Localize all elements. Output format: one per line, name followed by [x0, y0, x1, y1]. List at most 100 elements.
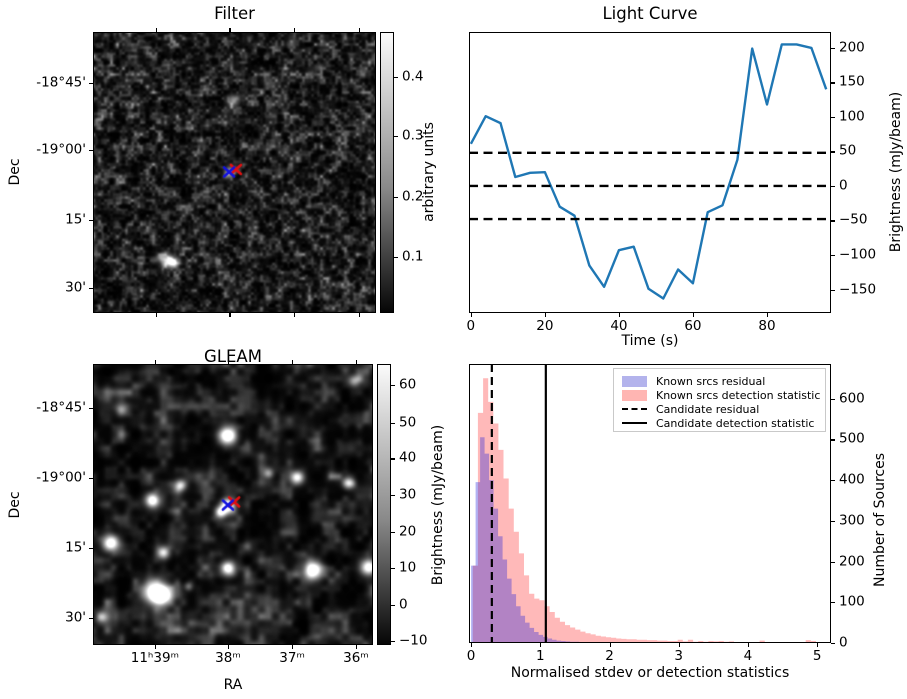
axis-tick-mark	[470, 313, 473, 317]
tick-label: 15'	[65, 539, 86, 556]
axis-tick-mark	[831, 185, 835, 188]
tick-label: 10	[399, 559, 417, 576]
axis-tick-mark	[229, 313, 231, 317]
axis-tick-mark	[831, 289, 835, 291]
axis-tick-mark	[831, 520, 835, 522]
axis-tick-mark	[831, 602, 835, 604]
filter-dec-axis-label: Dec	[7, 158, 23, 186]
filter-panel: Filter Dec arbitrary units -18°45' -19°00…	[0, 0, 453, 350]
axis-tick-mark	[394, 76, 398, 79]
tick-label: 60	[684, 318, 702, 334]
tick-label: 37ᵐ	[279, 650, 305, 666]
filter-title: Filter	[214, 4, 255, 23]
legend-label: Known srcs residual	[656, 374, 766, 388]
axis-tick-mark	[391, 494, 395, 497]
axis-tick-mark	[355, 645, 358, 649]
axis-tick-mark	[294, 28, 296, 32]
axis-tick-mark	[618, 313, 621, 317]
tick-label: 0	[839, 634, 848, 651]
axis-tick-mark	[154, 645, 157, 649]
detection-swatch	[622, 389, 647, 401]
axis-tick-mark	[155, 28, 157, 32]
axis-tick-mark	[391, 605, 395, 607]
axis-tick-mark	[155, 313, 157, 317]
axis-tick-mark	[817, 643, 819, 647]
ra-axis-label: RA	[223, 677, 243, 693]
tick-label: 600	[839, 389, 865, 406]
legend-entry: Candidate residual	[622, 402, 817, 416]
gleam-panel: GLEAM Dec RA Brightness (mJy/beam) 11ʰ39…	[0, 347, 453, 699]
axis-tick-mark	[355, 360, 358, 364]
light-curve-panel: Light Curve Time (s) Brightness (mJy/bea…	[453, 0, 907, 350]
histogram-panel: Normalised stdev or detection statistics…	[453, 350, 907, 699]
axis-tick-mark	[394, 135, 398, 138]
axis-tick-mark	[229, 28, 231, 32]
stdev-axis-label: Normalised stdev or detection statistics	[510, 665, 790, 681]
tick-label: 0.4	[402, 68, 424, 85]
histogram-series	[472, 378, 832, 643]
tick-label: 50	[399, 413, 417, 430]
tick-label: 38ᵐ	[215, 650, 241, 666]
axis-tick-mark	[89, 408, 93, 410]
light-curve-title: Light Curve	[602, 4, 698, 23]
axis-tick-mark	[391, 458, 395, 460]
gleam-title: GLEAM	[204, 347, 262, 366]
gleam-sky-image	[93, 364, 373, 645]
tick-label: 0.1	[402, 248, 424, 265]
tick-label: −150	[839, 280, 877, 297]
tick-label: 20	[399, 523, 417, 539]
axis-tick-mark	[394, 196, 398, 199]
legend-label: Candidate detection statistic	[656, 416, 815, 430]
axis-tick-mark	[394, 257, 398, 259]
tick-label: 200	[839, 39, 865, 56]
filter-sky-image	[93, 32, 376, 313]
tick-label: 50	[839, 142, 857, 159]
axis-tick-mark	[831, 561, 835, 563]
tick-label: −10	[399, 632, 428, 649]
axis-tick-mark	[292, 360, 294, 364]
axis-tick-mark	[831, 439, 835, 441]
legend-label: Candidate residual	[656, 402, 760, 416]
tick-label: 500	[839, 430, 865, 447]
axis-tick-mark	[831, 116, 835, 119]
axis-tick-mark	[544, 313, 547, 317]
residual-swatch	[622, 375, 647, 387]
tick-label: 60	[399, 376, 417, 393]
axis-tick-mark	[831, 643, 835, 645]
dashed-line-sample	[622, 408, 647, 410]
axis-tick-mark	[391, 568, 395, 570]
axis-tick-mark	[154, 360, 157, 364]
axis-tick-mark	[89, 287, 93, 290]
gleam-colorbar	[377, 364, 391, 645]
tick-label: 1	[535, 648, 545, 664]
legend-entry: Known srcs residual	[622, 374, 817, 388]
tick-label: 20	[536, 318, 554, 334]
tick-label: 300	[839, 512, 865, 529]
axis-tick-mark	[292, 645, 294, 649]
axis-tick-mark	[540, 643, 542, 647]
tick-label: 0.2	[402, 188, 424, 205]
tick-label: 0	[839, 177, 848, 194]
tick-label: 0	[466, 648, 476, 664]
axis-tick-mark	[89, 150, 93, 152]
axis-tick-mark	[609, 643, 611, 647]
gleam-dec-axis-label: Dec	[7, 491, 23, 519]
light-curve-plot	[469, 43, 831, 300]
tick-label: -19°00'	[36, 469, 86, 486]
axis-tick-mark	[358, 313, 360, 317]
axis-tick-mark	[89, 82, 93, 85]
axis-tick-mark	[831, 47, 835, 50]
tick-label: 30'	[65, 279, 86, 296]
axis-tick-mark	[831, 398, 835, 400]
tick-label: 40	[399, 449, 417, 466]
tick-label: 0.3	[402, 127, 424, 144]
axis-tick-mark	[747, 643, 750, 647]
axis-tick-mark	[831, 220, 835, 222]
tick-label: 3	[674, 648, 684, 664]
axis-tick-mark	[692, 313, 695, 317]
axis-tick-mark	[391, 385, 395, 387]
axis-tick-mark	[358, 28, 360, 32]
gleam-colorbar-label: Brightness (mJy/beam)	[430, 424, 446, 586]
axis-tick-mark	[89, 618, 93, 620]
histogram-plot	[471, 364, 832, 643]
